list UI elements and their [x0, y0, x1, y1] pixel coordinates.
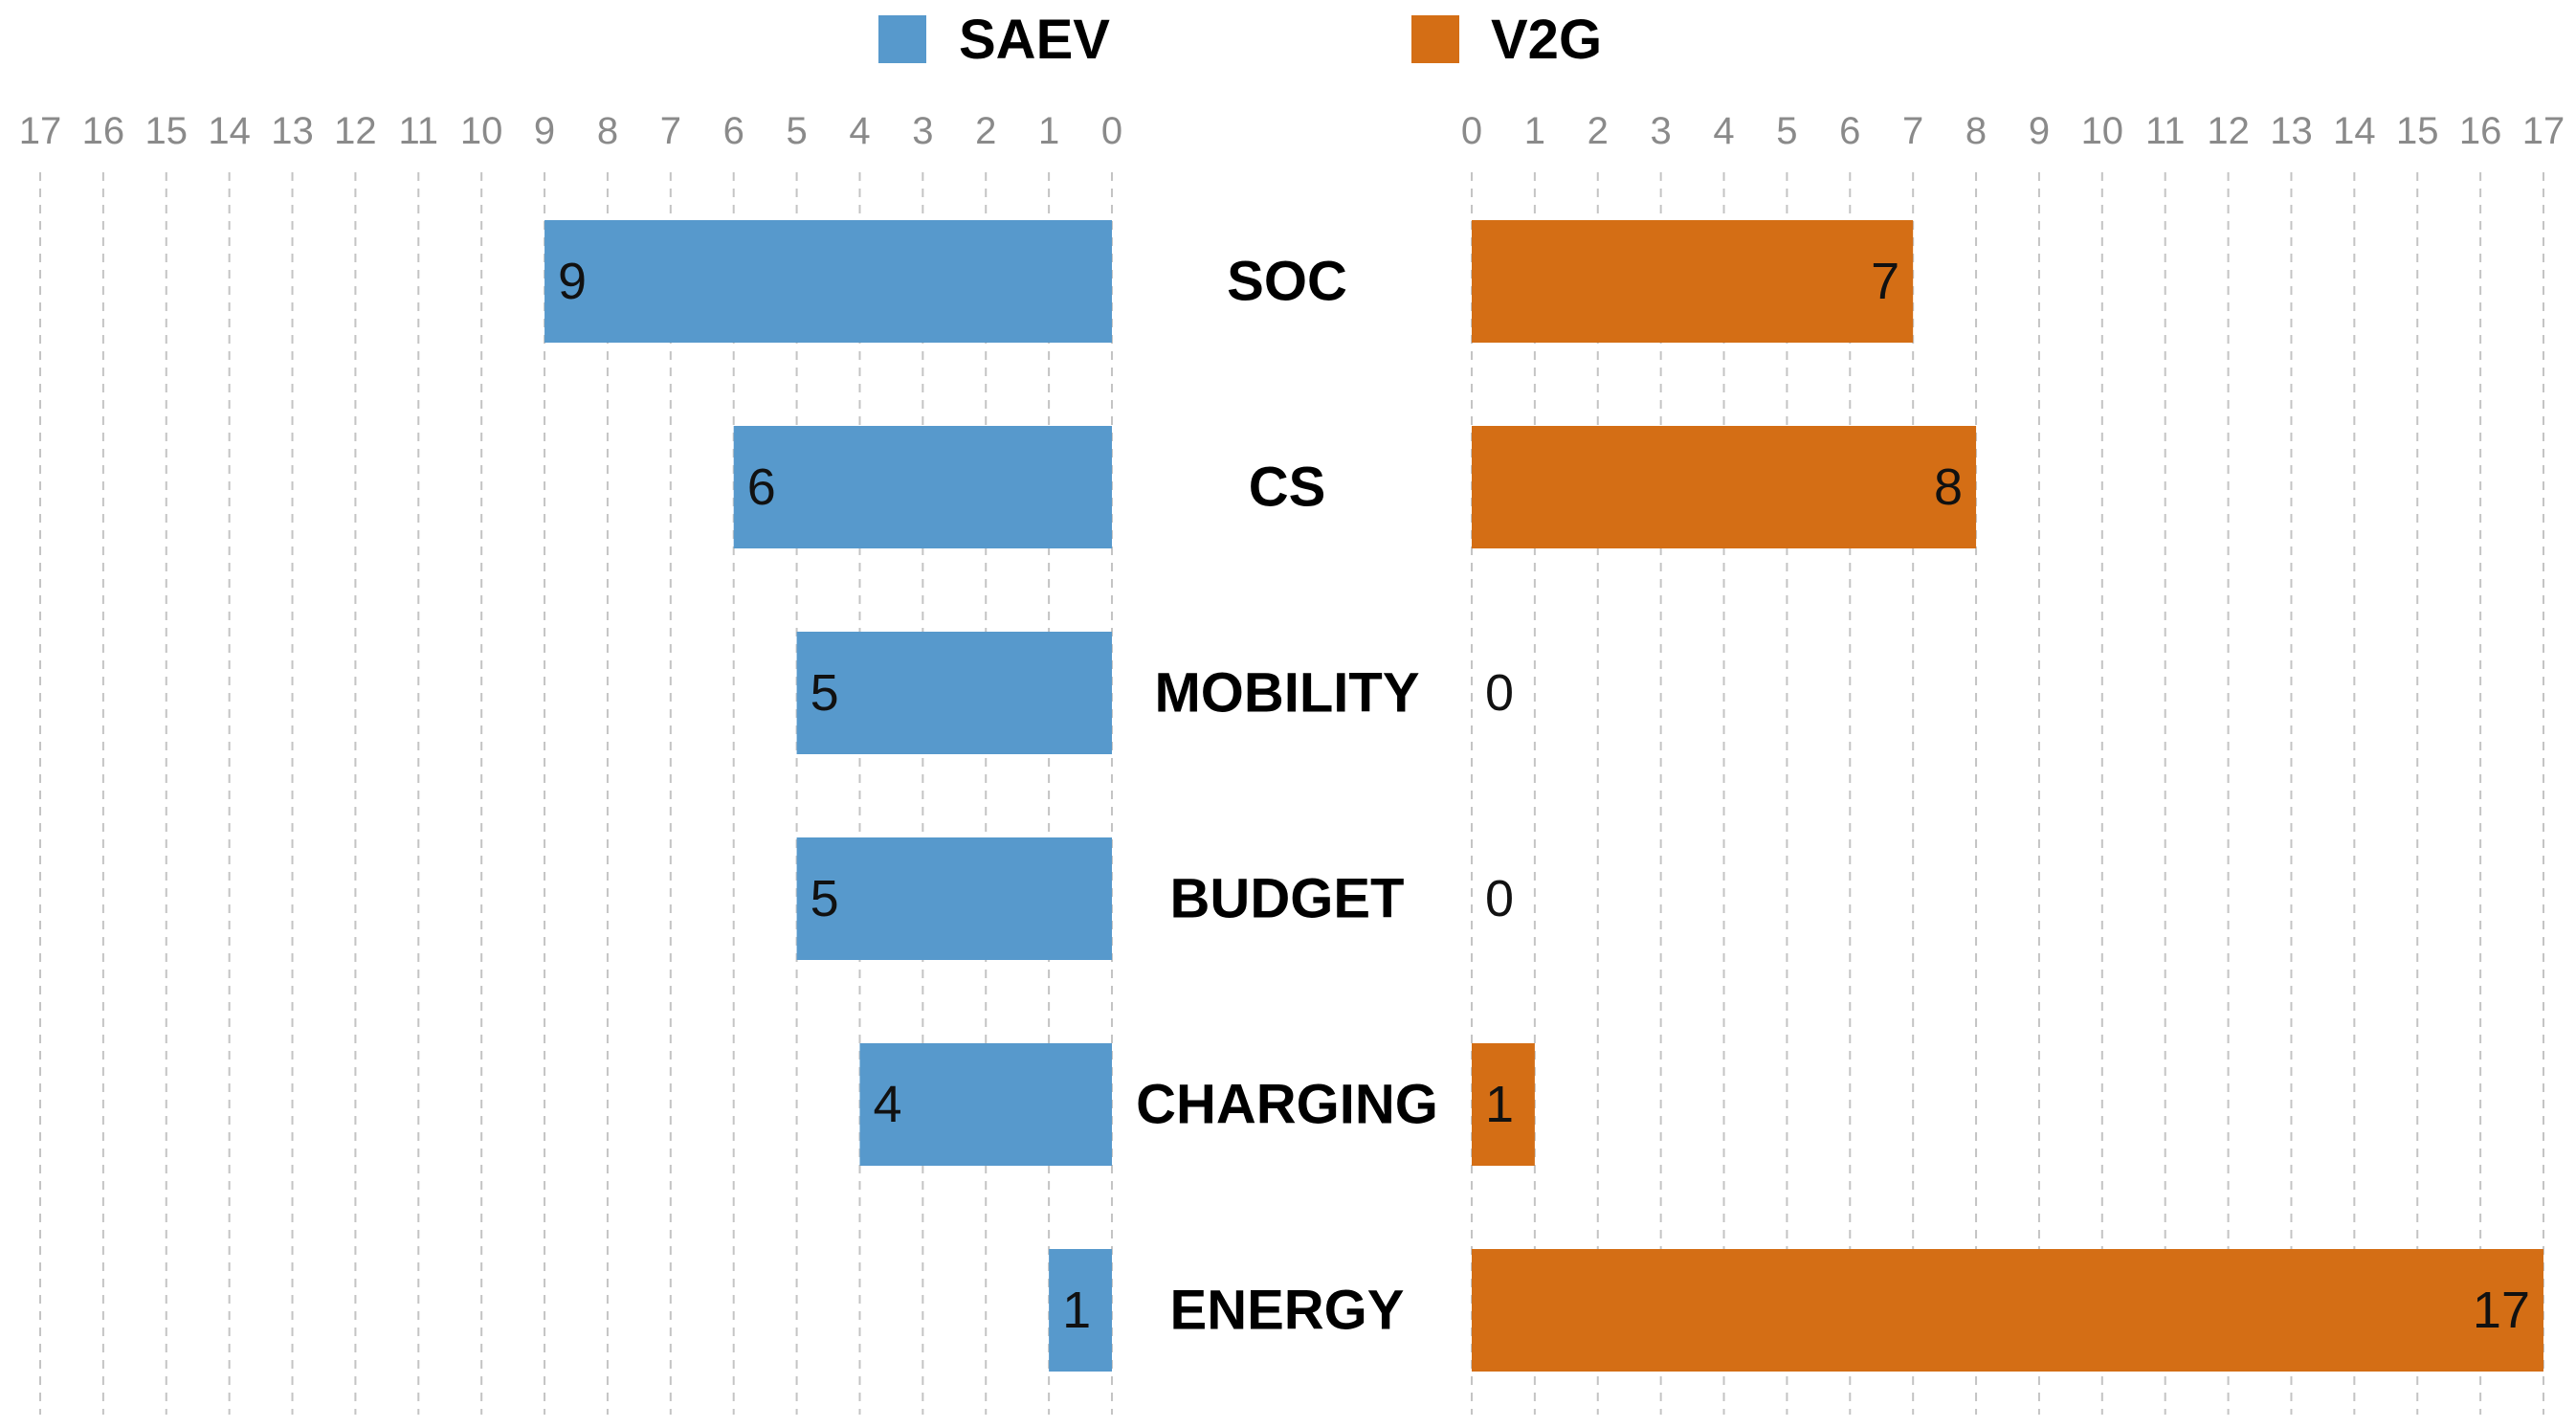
value-label-saev-budget: 5 — [811, 870, 839, 927]
tick-label-left: 13 — [271, 110, 314, 152]
tick-label-left: 17 — [19, 110, 62, 152]
value-label-saev-cs: 6 — [747, 458, 776, 516]
category-label-energy: ENERGY — [1170, 1280, 1405, 1342]
tick-label-right: 12 — [2207, 110, 2250, 152]
tick-label-right: 4 — [1713, 110, 1734, 152]
tick-label-left: 1 — [1038, 110, 1059, 152]
tick-label-right: 10 — [2081, 110, 2124, 152]
bar-saev-energy — [1049, 1249, 1112, 1372]
tick-label-right: 3 — [1651, 110, 1672, 152]
tick-label-right: 1 — [1524, 110, 1545, 152]
tick-label-right: 7 — [1902, 110, 1923, 152]
tick-label-right: 2 — [1588, 110, 1609, 152]
legend-label-v2g: V2G — [1491, 9, 1602, 71]
tick-label-left: 5 — [786, 110, 807, 152]
ticks-right: 0 1 2 3 4 5 6 7 8 9 10 11 12 13 14 15 16 17 — [1461, 110, 2565, 152]
bar-saev-budget — [796, 837, 1112, 960]
bar-saev-charging — [859, 1043, 1112, 1166]
bar-saev-cs — [733, 426, 1112, 548]
tick-label-left: 2 — [975, 110, 996, 152]
tick-label-left: 0 — [1101, 110, 1122, 152]
labels: 9 7 SOC 6 8 CS 5 0 MOBILITY 5 0 BUDGET 4 1 CHARGING 1 17… — [558, 251, 2530, 1342]
tick-label-left: 15 — [145, 110, 189, 152]
legend-swatch-v2g — [1411, 15, 1459, 63]
value-label-v2g-charging: 1 — [1485, 1076, 1514, 1133]
bar-saev-mobility — [796, 632, 1112, 754]
tick-label-left: 9 — [534, 110, 555, 152]
legend[interactable]: SAEV V2G — [878, 9, 1602, 71]
value-label-v2g-cs: 8 — [1934, 458, 1963, 516]
tick-label-left: 4 — [849, 110, 870, 152]
category-label-soc: SOC — [1227, 251, 1347, 313]
bars — [544, 220, 2543, 1372]
grid-left — [39, 172, 1113, 1415]
tick-label-left: 10 — [460, 110, 503, 152]
tick-label-right: 13 — [2270, 110, 2313, 152]
tick-label-left: 12 — [334, 110, 377, 152]
tick-label-left: 3 — [912, 110, 933, 152]
grid-right — [1471, 172, 2544, 1415]
category-label-charging: CHARGING — [1136, 1074, 1438, 1136]
value-label-saev-energy: 1 — [1062, 1282, 1091, 1339]
legend-swatch-saev — [878, 15, 926, 63]
tick-label-right: 0 — [1461, 110, 1482, 152]
value-label-saev-mobility: 5 — [811, 664, 839, 722]
bar-v2g-cs — [1472, 426, 1977, 548]
tick-label-left: 16 — [82, 110, 125, 152]
tick-label-right: 15 — [2396, 110, 2439, 152]
value-label-v2g-energy: 17 — [2473, 1282, 2530, 1339]
tick-label-right: 8 — [1965, 110, 1987, 152]
tick-label-left: 11 — [399, 110, 439, 152]
tick-label-right: 11 — [2145, 110, 2186, 152]
legend-label-saev: SAEV — [959, 9, 1110, 71]
bar-v2g-soc — [1472, 220, 1914, 343]
tick-label-left: 14 — [208, 110, 251, 152]
tick-label-left: 8 — [597, 110, 618, 152]
value-label-saev-charging: 4 — [873, 1076, 901, 1133]
tick-label-left: 7 — [660, 110, 681, 152]
category-label-budget: BUDGET — [1170, 868, 1405, 930]
tick-label-right: 17 — [2522, 110, 2565, 152]
category-label-mobility: MOBILITY — [1154, 662, 1419, 725]
tick-label-left: 6 — [723, 110, 744, 152]
tick-label-right: 5 — [1776, 110, 1797, 152]
value-label-v2g-soc: 7 — [1871, 253, 1899, 310]
bar-v2g-energy — [1472, 1249, 2543, 1372]
value-label-v2g-mobility: 0 — [1485, 664, 1514, 722]
tick-label-right: 6 — [1839, 110, 1860, 152]
value-label-saev-soc: 9 — [558, 253, 587, 310]
tick-label-right: 16 — [2459, 110, 2502, 152]
bar-saev-soc — [544, 220, 1112, 343]
bar-v2g-charging — [1472, 1043, 1535, 1166]
tick-label-right: 9 — [2029, 110, 2050, 152]
value-label-v2g-budget: 0 — [1485, 870, 1514, 927]
tick-label-right: 14 — [2333, 110, 2376, 152]
category-label-cs: CS — [1249, 457, 1326, 519]
